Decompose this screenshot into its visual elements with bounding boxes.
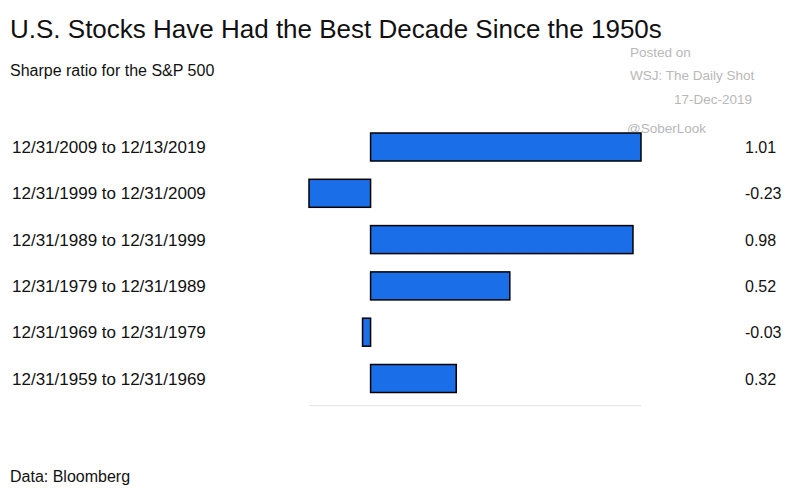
bar [371, 133, 641, 161]
category-label: 12/31/1999 to 12/31/2009 [12, 184, 206, 203]
watermark: WSJ: The Daily Shot [630, 68, 755, 83]
category-label: 12/31/1959 to 12/31/1969 [12, 370, 206, 389]
data-label: -0.23 [745, 185, 782, 202]
category-label: 12/31/1979 to 12/31/1989 [12, 277, 206, 296]
bar [309, 179, 371, 207]
range-line [309, 405, 641, 406]
title: U.S. Stocks Have Had the Best Decade Sin… [10, 14, 662, 44]
bar [371, 226, 633, 254]
bar [363, 318, 371, 346]
data-label: 0.98 [745, 232, 776, 249]
data-label: 0.52 [745, 278, 776, 295]
bar [371, 272, 510, 300]
source: Data: Bloomberg [10, 468, 130, 485]
bar [371, 365, 457, 393]
bars [309, 133, 641, 393]
subtitle: Sharpe ratio for the S&P 500 [10, 62, 214, 79]
data-label: 0.32 [745, 371, 776, 388]
watermark: 17-Dec-2019 [674, 92, 752, 107]
watermark: Posted on [630, 45, 691, 60]
chart: U.S. Stocks Have Had the Best Decade Sin… [0, 0, 800, 499]
data-label: -0.03 [745, 324, 782, 341]
category-label: 12/31/1969 to 12/31/1979 [12, 323, 206, 342]
category-label: 12/31/2009 to 12/13/2019 [12, 138, 206, 157]
category-label: 12/31/1989 to 12/31/1999 [12, 231, 206, 250]
background [0, 0, 800, 499]
data-label: 1.01 [745, 139, 776, 156]
